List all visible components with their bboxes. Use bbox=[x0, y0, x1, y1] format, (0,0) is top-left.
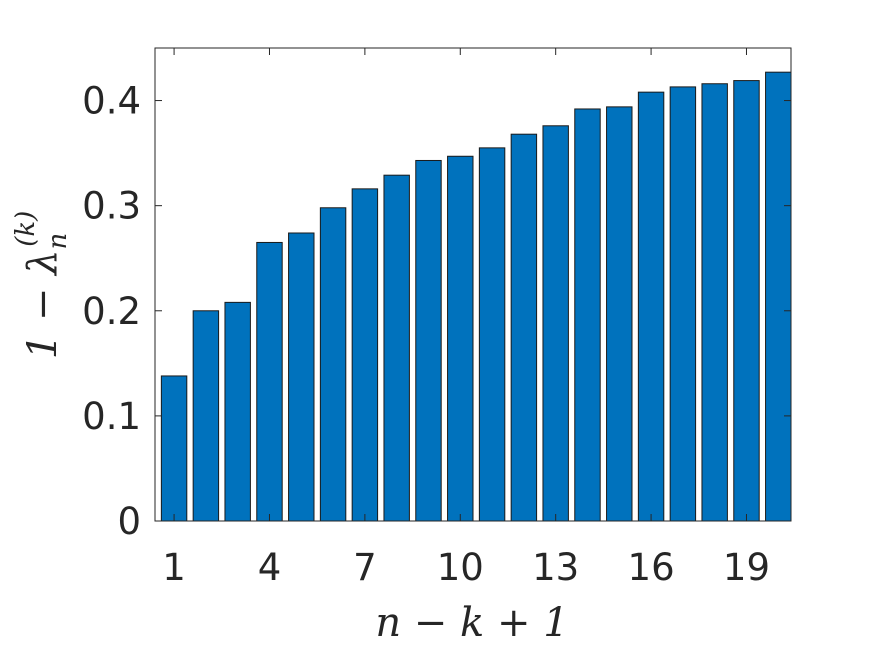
bar-8 bbox=[383, 174, 410, 522]
y-tick-label: 0.4 bbox=[82, 80, 141, 123]
bar-1 bbox=[160, 375, 188, 522]
bar-19 bbox=[733, 80, 760, 522]
plot-frame bbox=[154, 47, 792, 522]
bar-12 bbox=[510, 133, 538, 522]
bar-3 bbox=[224, 301, 251, 522]
y-axis-label-group: 1 − λn(k) bbox=[11, 211, 73, 360]
bar-17 bbox=[669, 86, 697, 522]
y-tick-label: 0.2 bbox=[82, 290, 141, 333]
bar-5 bbox=[288, 232, 315, 522]
bar-16 bbox=[637, 91, 665, 522]
bar-9 bbox=[415, 159, 442, 522]
bar-series bbox=[160, 71, 792, 522]
x-tick-label: 4 bbox=[258, 546, 282, 589]
bar-7 bbox=[351, 188, 379, 522]
y-axis-label-main: 1 − λ bbox=[20, 250, 66, 360]
x-tick-label: 10 bbox=[437, 546, 484, 589]
y-axis-label-superscript: (k) bbox=[11, 211, 41, 247]
x-tick-label: 7 bbox=[353, 546, 377, 589]
bar-14 bbox=[574, 108, 601, 522]
x-tick-label: 16 bbox=[628, 546, 675, 589]
bar-15 bbox=[606, 106, 633, 522]
y-tick-label: 0.1 bbox=[82, 395, 141, 438]
bar-20 bbox=[765, 71, 792, 522]
x-tick-label: 1 bbox=[162, 546, 186, 589]
y-axis-label: 1 − λn(k) bbox=[11, 211, 73, 360]
bar-4 bbox=[256, 241, 283, 522]
x-tick-label: 19 bbox=[723, 546, 770, 589]
y-tick-label: 0 bbox=[117, 500, 141, 543]
x-tick-labels: 1 4 7 10 13 16 19 bbox=[162, 546, 770, 589]
x-axis-label: n − k + 1 bbox=[375, 600, 568, 646]
bar-13 bbox=[542, 125, 569, 522]
y-tick-label: 0.3 bbox=[82, 185, 141, 228]
axes bbox=[154, 47, 792, 522]
y-axis-label-subscript: n bbox=[43, 233, 73, 250]
x-tick-label: 13 bbox=[532, 546, 579, 589]
bar-18 bbox=[701, 83, 728, 522]
y-tick-labels: 0 0.1 0.2 0.3 0.4 bbox=[82, 80, 141, 543]
bar-10 bbox=[447, 155, 474, 522]
bar-2 bbox=[192, 310, 220, 522]
bar-11 bbox=[478, 147, 506, 522]
bar-6 bbox=[319, 207, 347, 522]
